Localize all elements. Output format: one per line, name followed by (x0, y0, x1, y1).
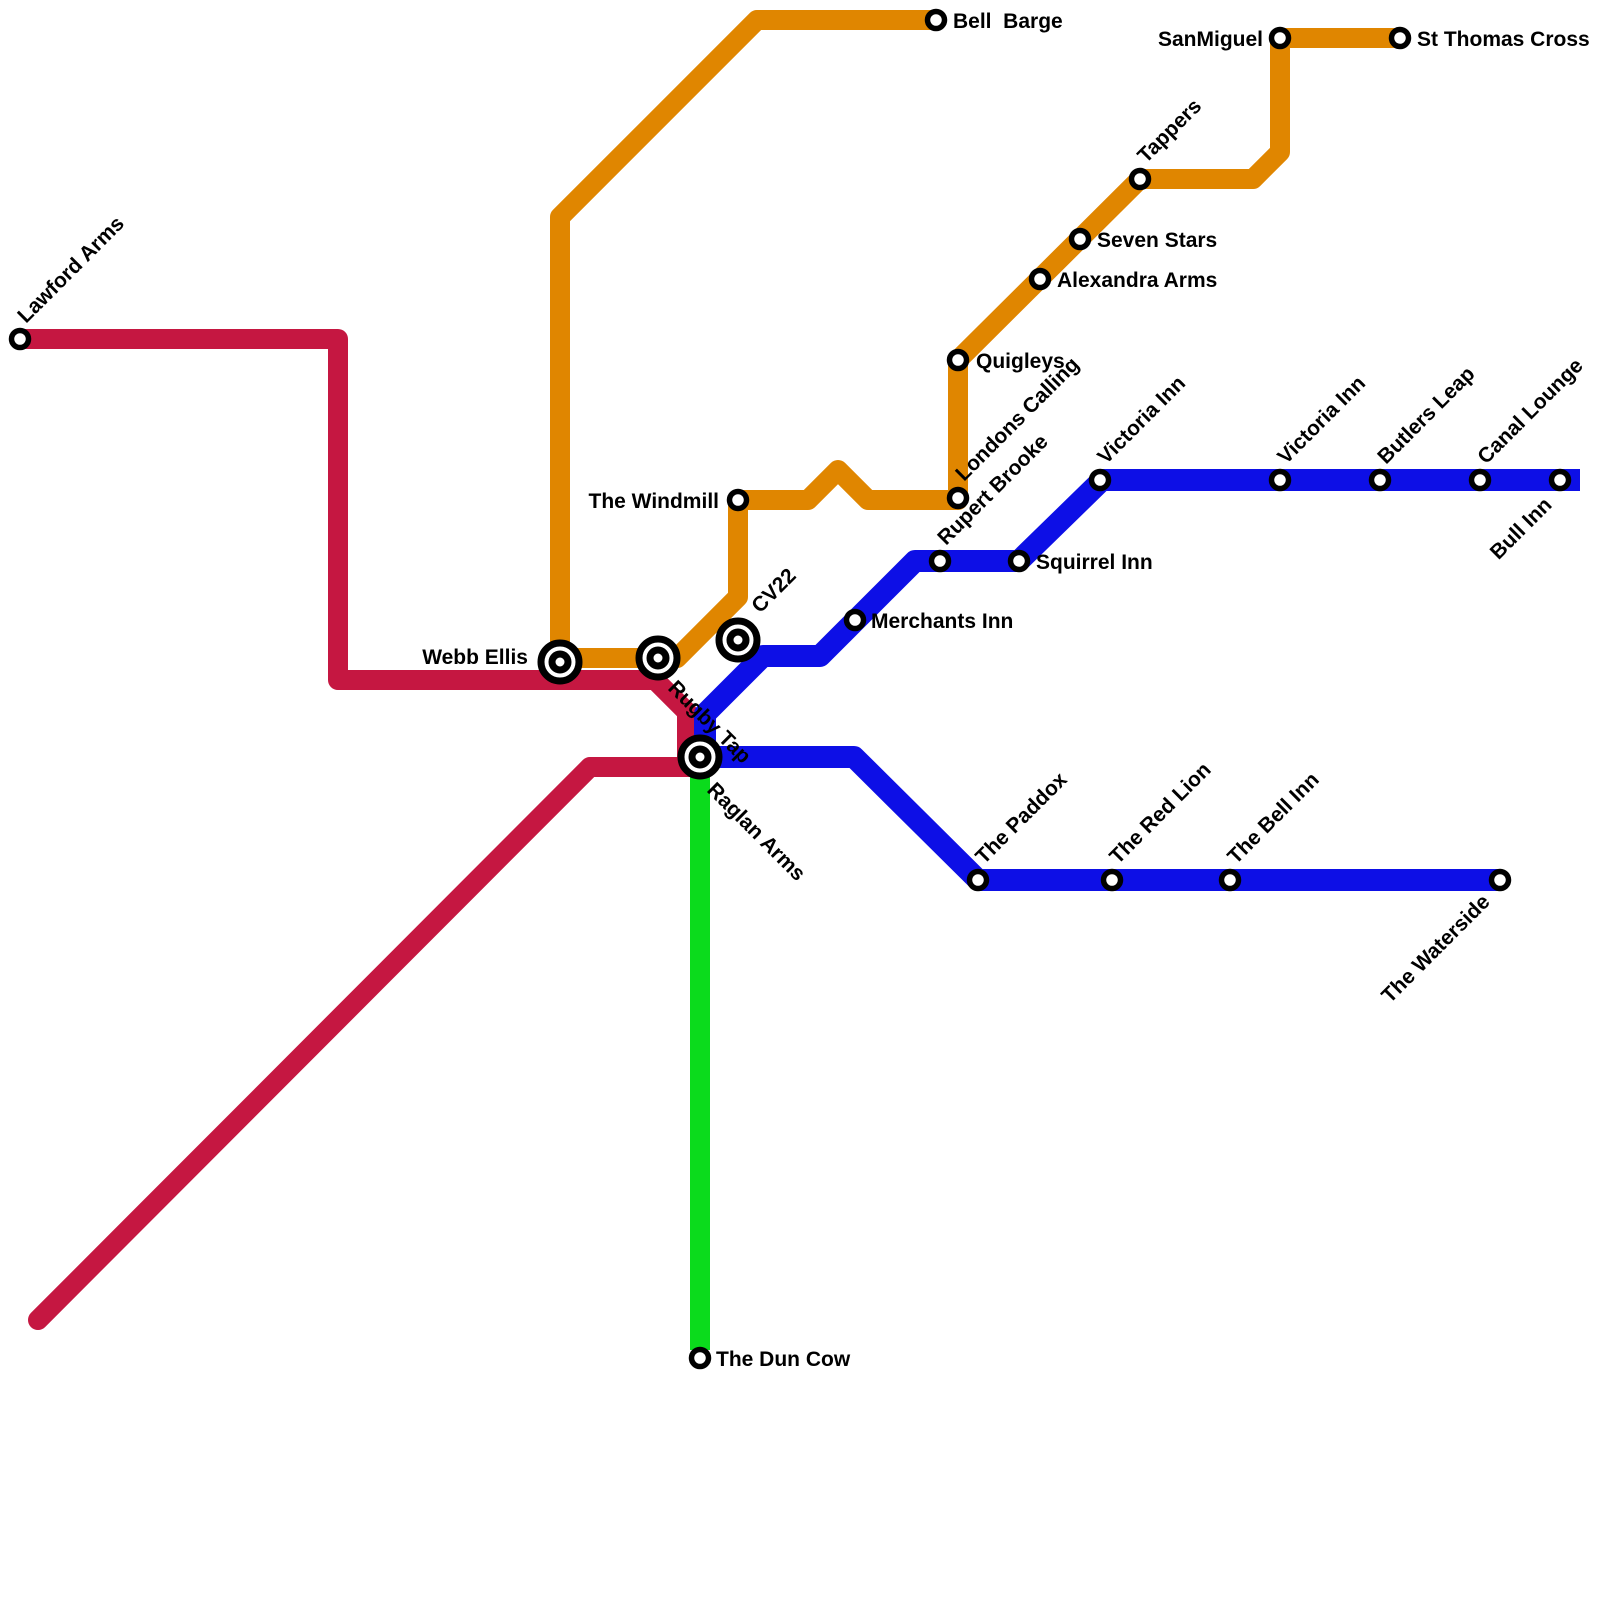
station-label-the-paddox: The Paddox (971, 768, 1072, 869)
station-ring-the-bell-inn (1218, 868, 1242, 892)
station-label-cv22: CV22 (747, 564, 800, 617)
line-segment-crimson-line (28, 757, 710, 1330)
station-ring-bell-barge (924, 8, 948, 32)
station-ring-bull-inn (1548, 468, 1572, 492)
station-marker-victoria-inn-1 (1088, 468, 1112, 492)
station-ring-rupert-brooke (928, 549, 952, 573)
station-ring-st-thomas-cross (1388, 26, 1412, 50)
line-crimson-line (20, 329, 710, 1330)
station-marker-squirrel-inn (1007, 549, 1031, 573)
station-marker-webb-ellis (537, 639, 583, 685)
station-marker-the-paddox (966, 868, 990, 892)
station-marker-bell-barge (924, 8, 948, 32)
line-segment-crimson-line (20, 329, 697, 757)
station-marker-the-windmill (726, 488, 750, 512)
station-marker-rupert-brooke (928, 549, 952, 573)
station-marker-rugby-tap (635, 635, 681, 681)
station-marker-merchants-inn (843, 608, 867, 632)
station-label-the-dun-cow: The Dun Cow (716, 1348, 851, 1371)
station-ring-the-paddox (966, 868, 990, 892)
station-label-bell-barge: Bell Barge (953, 10, 1063, 33)
station-label-quigleys: Quigleys (976, 350, 1065, 373)
station-marker-the-bell-inn (1218, 868, 1242, 892)
station-ring-canal-lounge (1468, 468, 1492, 492)
station-marker-seven-stars (1068, 227, 1092, 251)
station-label-seven-stars: Seven Stars (1097, 229, 1217, 252)
station-ring-quigleys (946, 348, 970, 372)
station-label-merchants-inn: Merchants Inn (871, 610, 1013, 633)
station-marker-san-miguel (1268, 26, 1292, 50)
station-ring-butlers-leap (1368, 468, 1392, 492)
station-marker-lawford-arms (8, 327, 32, 351)
station-label-lawford-arms: Lawford Arms (13, 212, 129, 328)
station-marker-cv22 (715, 617, 761, 663)
station-ring-seven-stars (1068, 227, 1092, 251)
station-marker-canal-lounge (1468, 468, 1492, 492)
station-marker-bull-inn (1548, 468, 1572, 492)
station-ring-alexandra-arms (1028, 267, 1052, 291)
station-label-san-miguel: SanMiguel (1158, 28, 1263, 51)
station-marker-the-dun-cow (688, 1346, 712, 1370)
station-label-tappers: Tappers (1133, 95, 1206, 168)
station-marker-the-waterside (1488, 868, 1512, 892)
station-marker-quigleys (946, 348, 970, 372)
station-ring-san-miguel (1268, 26, 1292, 50)
station-label-victoria-inn-1: Victoria Inn (1093, 372, 1190, 469)
station-ring-victoria-inn-2 (1268, 468, 1292, 492)
interchange-inner-ring-raglan-arms (688, 745, 712, 769)
station-ring-the-windmill (726, 488, 750, 512)
station-ring-the-red-lion (1100, 868, 1124, 892)
line-segment-orange-line (550, 10, 1400, 668)
station-label-victoria-inn-2: Victoria Inn (1273, 372, 1370, 469)
station-ring-victoria-inn-1 (1088, 468, 1112, 492)
station-label-butlers-leap: Butlers Leap (1373, 362, 1479, 468)
station-label-bull-inn: Bull Inn (1486, 493, 1557, 564)
line-blue-line (694, 469, 1580, 891)
station-ring-the-dun-cow (688, 1346, 712, 1370)
station-marker-londons-calling (946, 486, 970, 510)
interchange-inner-ring-webb-ellis (548, 650, 572, 674)
station-marker-st-thomas-cross (1388, 26, 1412, 50)
station-label-webb-ellis: Webb Ellis (422, 646, 528, 669)
station-ring-merchants-inn (843, 608, 867, 632)
station-label-canal-lounge: Canal Lounge (1473, 354, 1587, 468)
line-orange-line (550, 10, 1400, 668)
station-ring-tappers (1128, 167, 1152, 191)
station-label-raglan-arms: Raglan Arms (702, 778, 809, 885)
station-marker-alexandra-arms (1028, 267, 1052, 291)
station-label-st-thomas-cross: St Thomas Cross (1417, 28, 1590, 51)
station-label-the-waterside: The Waterside (1377, 890, 1494, 1007)
station-label-alexandra-arms: Alexandra Arms (1057, 269, 1217, 292)
interchange-inner-ring-cv22 (726, 628, 750, 652)
station-marker-butlers-leap (1368, 468, 1392, 492)
station-marker-victoria-inn-2 (1268, 468, 1292, 492)
interchange-inner-ring-rugby-tap (646, 646, 670, 670)
station-label-the-red-lion: The Red Lion (1105, 758, 1215, 868)
station-ring-the-waterside (1488, 868, 1512, 892)
station-label-squirrel-inn: Squirrel Inn (1036, 551, 1153, 574)
line-segment-blue-line (694, 469, 1580, 891)
station-label-the-windmill: The Windmill (589, 490, 719, 513)
station-label-the-bell-inn: The Bell Inn (1223, 768, 1323, 868)
station-ring-squirrel-inn (1007, 549, 1031, 573)
station-ring-lawford-arms (8, 327, 32, 351)
station-marker-raglan-arms (677, 734, 723, 780)
station-ring-londons-calling (946, 486, 970, 510)
station-marker-tappers (1128, 167, 1152, 191)
station-marker-the-red-lion (1100, 868, 1124, 892)
